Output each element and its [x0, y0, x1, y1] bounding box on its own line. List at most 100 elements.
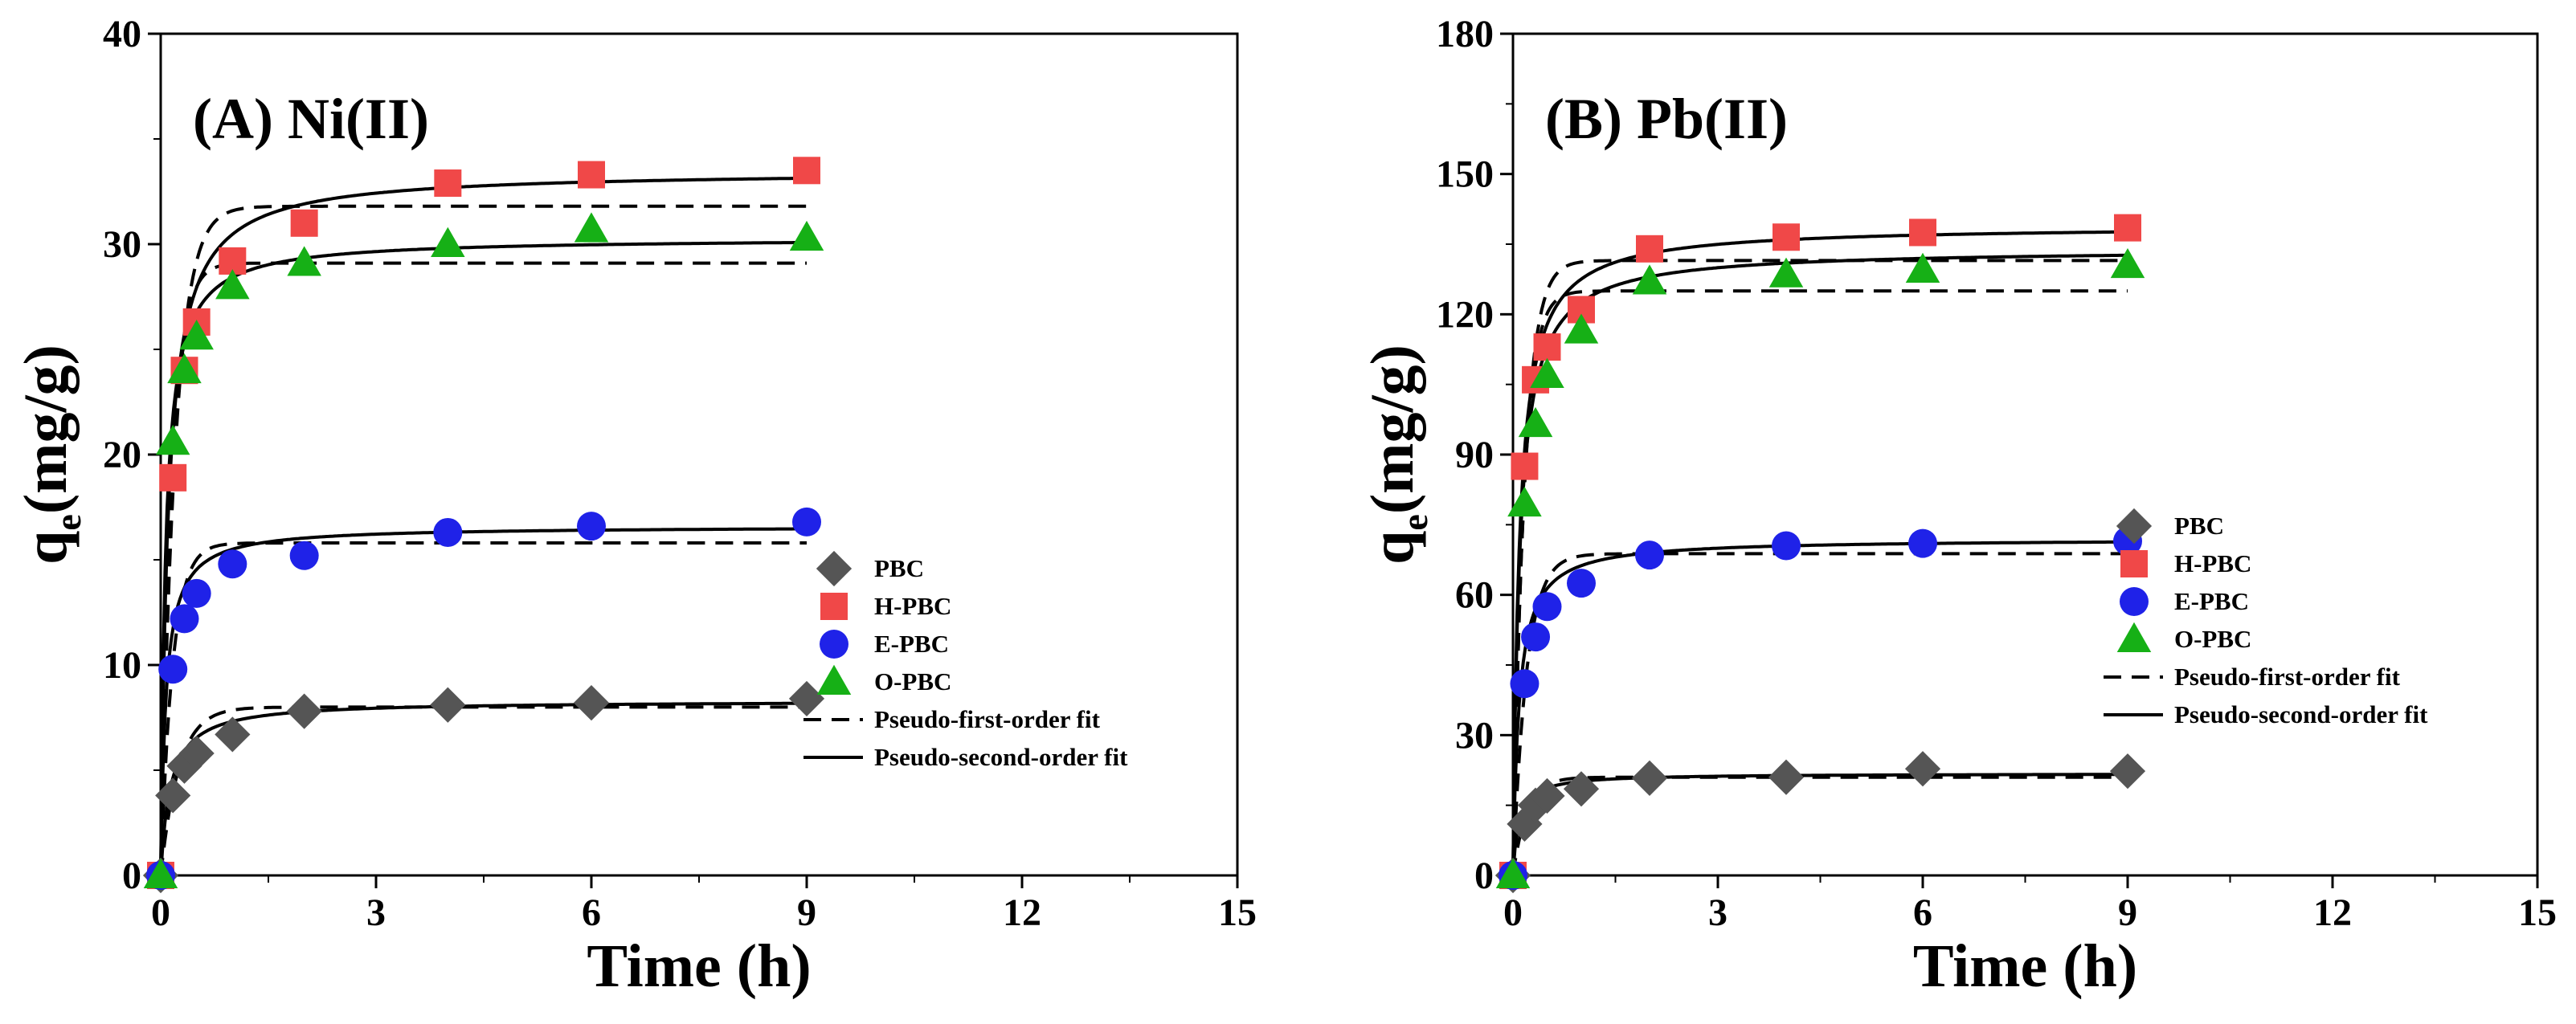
legend-label: Pseudo-second-order fit	[874, 743, 1128, 771]
data-point-pbc	[2109, 753, 2146, 789]
data-point-o-pbc	[1905, 252, 1940, 283]
y-axis-title-unit: (mg/g)	[1359, 345, 1426, 514]
pseudo-first-order-curve	[1511, 552, 2128, 876]
pseudo-first-order-curve	[1511, 259, 2128, 876]
legend-label: Pseudo-first-order fit	[874, 705, 1101, 733]
x-tick-label: 0	[151, 891, 170, 934]
data-point-h-pbc	[578, 161, 605, 189]
plot-frame	[1511, 32, 2539, 877]
data-point-o-pbc	[1507, 486, 1542, 517]
y-tick-label: 0	[122, 855, 141, 897]
legend-label: E-PBC	[874, 630, 949, 658]
data-point-pbc	[155, 777, 191, 814]
data-point-h-pbc	[1773, 223, 1800, 251]
pseudo-second-order-curve	[1511, 253, 2128, 876]
x-tick-label: 15	[1218, 891, 1257, 934]
pseudo-second-order-curve	[1511, 230, 2128, 876]
legend-marker-pbc	[816, 550, 853, 587]
y-tick-label: 20	[103, 434, 141, 476]
y-tick-label: 30	[103, 223, 141, 266]
x-tick-label: 9	[2118, 891, 2137, 934]
x-tick-label: 3	[1708, 891, 1728, 934]
legend-label: H-PBC	[874, 592, 951, 620]
pseudo-second-order-curve	[159, 176, 807, 876]
legend-label: E-PBC	[2174, 587, 2249, 615]
data-point-e-pbc	[158, 655, 188, 684]
data-point-h-pbc	[434, 169, 462, 198]
pseudo-first-order-curve	[1511, 775, 2128, 876]
y-axis-title: qe(mg/g)	[12, 345, 88, 565]
data-point-pbc	[178, 735, 215, 772]
data-point-e-pbc	[433, 517, 463, 547]
data-point-e-pbc	[1532, 592, 1562, 622]
data-point-e-pbc	[1908, 528, 1937, 558]
y-tick-label: 180	[1436, 13, 1494, 55]
data-point-e-pbc	[170, 604, 199, 634]
x-tick-label: 9	[797, 891, 816, 934]
x-axis-title: Time (h)	[1913, 932, 2137, 1000]
data-point-e-pbc	[1772, 531, 1801, 561]
data-point-pbc	[1768, 759, 1805, 795]
data-point-h-pbc	[2114, 214, 2141, 242]
y-axis-title-subscript: e	[47, 514, 88, 530]
x-tick-label: 3	[366, 891, 386, 934]
legend-label: O-PBC	[874, 667, 951, 696]
data-point-h-pbc	[1533, 333, 1561, 361]
data-point-e-pbc	[182, 578, 211, 608]
pseudo-second-order-curve	[159, 701, 807, 876]
pseudo-second-order-curve	[159, 527, 807, 876]
data-point-o-pbc	[167, 353, 202, 384]
data-point-o-pbc	[1632, 264, 1667, 295]
data-point-pbc	[166, 748, 202, 784]
data-point-o-pbc	[1495, 858, 1531, 888]
legend-label: Pseudo-second-order fit	[2174, 700, 2428, 728]
legend-marker-h-pbc	[2120, 550, 2148, 577]
y-axis-title-main: q	[1359, 531, 1426, 565]
pseudo-first-order-curve	[159, 261, 807, 876]
data-point-o-pbc	[215, 269, 250, 300]
data-point-e-pbc	[1521, 622, 1551, 652]
y-axis-title-unit: (mg/g)	[12, 345, 80, 514]
data-point-o-pbc	[143, 858, 178, 888]
data-point-e-pbc	[792, 507, 821, 536]
data-point-o-pbc	[287, 246, 321, 276]
x-tick-label: 6	[582, 891, 601, 934]
data-point-o-pbc	[155, 425, 190, 455]
y-tick-label: 60	[1455, 574, 1494, 617]
legend-marker-e-pbc	[820, 630, 848, 659]
x-tick-label: 0	[1503, 891, 1523, 934]
y-axis-title-main: q	[12, 531, 80, 565]
y-tick-label: 150	[1436, 153, 1494, 196]
y-axis-title: qe(mg/g)	[1359, 345, 1435, 565]
data-point-pbc	[1904, 751, 1941, 787]
data-point-pbc	[286, 693, 322, 729]
data-point-h-pbc	[159, 463, 187, 492]
legend-label: PBC	[2174, 512, 2224, 540]
x-tick-label: 15	[2518, 891, 2557, 934]
chart-panel-1: 0 3 6 9 12 15 0 10 20 30 40 Time (h) qe(mg/g) (A) Ni(…	[12, 13, 1257, 1000]
legend-label: O-PBC	[2174, 625, 2251, 653]
legend-marker-o-pbc	[2116, 622, 2152, 652]
y-tick-label: 90	[1455, 434, 1494, 476]
legend-marker-pbc	[2116, 508, 2153, 545]
pseudo-first-order-curve	[1511, 289, 2128, 876]
data-point-o-pbc	[789, 220, 824, 251]
data-point-o-pbc	[1518, 406, 1553, 438]
data-point-o-pbc	[1530, 357, 1564, 388]
x-axis-title: Time (h)	[587, 932, 811, 1000]
y-axis-title-subscript: e	[1394, 514, 1435, 530]
data-point-e-pbc	[1567, 569, 1596, 598]
data-point-h-pbc	[1909, 218, 1936, 247]
data-point-e-pbc	[1635, 541, 1664, 570]
data-point-pbc	[1563, 771, 1600, 807]
data-point-o-pbc	[179, 320, 214, 350]
data-point-h-pbc	[793, 157, 820, 185]
data-point-e-pbc	[577, 512, 606, 541]
pseudo-first-order-curve	[159, 705, 807, 876]
data-point-h-pbc	[1636, 235, 1663, 263]
legend-marker-h-pbc	[820, 593, 848, 620]
pseudo-first-order-curve	[159, 204, 807, 876]
pseudo-second-order-curve	[1511, 540, 2128, 876]
